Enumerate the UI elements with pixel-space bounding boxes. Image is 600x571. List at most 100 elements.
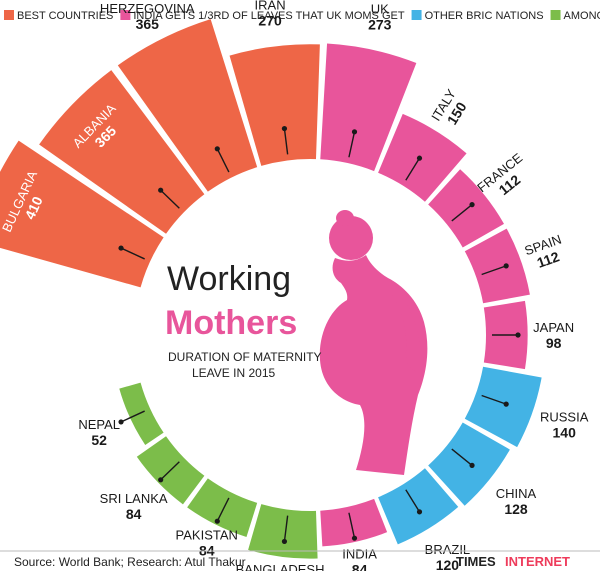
bar-tick-2 xyxy=(216,148,230,173)
bar-value-16: 52 xyxy=(91,432,107,448)
legend-swatch-2 xyxy=(411,10,422,20)
bar-tick-dot-12 xyxy=(351,535,358,541)
source-credit: Source: World Bank; Research: Atul Thaku… xyxy=(14,555,246,569)
bar-tick-dot-10 xyxy=(469,462,475,469)
legend-label-3: AMONG THE NEIGHBOURS xyxy=(564,10,600,22)
bar-tick-13 xyxy=(283,515,289,542)
bar-value-3: 270 xyxy=(258,13,282,29)
bar-tick-16 xyxy=(120,410,145,423)
bar-tick-dot-5 xyxy=(416,155,423,161)
bar-value-15: 84 xyxy=(126,506,142,522)
bar-tick-dot-9 xyxy=(503,401,509,407)
bar-0 xyxy=(0,140,164,288)
legend-swatch-3 xyxy=(550,10,561,20)
bar-name-2: HERZEGOVINA xyxy=(100,1,195,16)
chart-bars xyxy=(0,19,542,559)
bar-value-2: 365 xyxy=(136,16,160,32)
bar-name-9: RUSSIA xyxy=(540,410,589,425)
bar-tick-dot-16 xyxy=(118,419,124,425)
bar-10 xyxy=(428,422,510,506)
bar-tick-dot-15 xyxy=(158,477,164,483)
bar-name-15: SRI LANKA xyxy=(100,491,168,506)
bar-value-11: 120 xyxy=(436,557,460,571)
bar-tick-14 xyxy=(216,497,230,522)
bar-tick-1 xyxy=(160,189,180,209)
chart-title-line2: Mothers xyxy=(165,304,297,342)
bar-tick-6 xyxy=(451,204,473,222)
bar-tick-7 xyxy=(481,265,507,276)
bar-tick-15 xyxy=(160,461,180,481)
bar-name-10: CHINA xyxy=(496,486,537,501)
legend-label-2: OTHER BRIC NATIONS xyxy=(425,10,544,22)
chart-title-line1: Working xyxy=(167,260,291,298)
bar-tick-dot-13 xyxy=(281,538,288,545)
bar-tick-dot-11 xyxy=(416,509,423,515)
bar-name-4: UK xyxy=(371,2,389,17)
bar-tick-dot-3 xyxy=(281,125,288,132)
bar-tick-dot-14 xyxy=(214,518,220,524)
bar-9 xyxy=(464,366,542,448)
bar-value-14: 84 xyxy=(199,542,215,558)
bar-7 xyxy=(464,228,530,304)
bar-value-12: 84 xyxy=(352,561,368,571)
bar-name-3: IRAN xyxy=(255,0,286,13)
bar-tick-5 xyxy=(405,157,421,181)
bar-2 xyxy=(117,19,258,192)
bar-name-11: BRAZIL xyxy=(425,542,471,557)
bar-6 xyxy=(428,169,504,248)
bar-16 xyxy=(119,382,164,445)
bar-value-9: 140 xyxy=(553,425,577,441)
bar-tick-11 xyxy=(405,489,421,513)
bar-tick-9 xyxy=(481,394,507,405)
brand-logo-internet: INTERNET xyxy=(505,554,570,569)
bar-name-8: JAPAN xyxy=(533,320,574,335)
bar-tick-4 xyxy=(348,131,356,158)
bar-tick-dot-0 xyxy=(118,245,124,251)
bar-name-14: PAKISTAN xyxy=(176,527,238,542)
bar-tick-dot-1 xyxy=(158,187,164,193)
bar-name-13: BANGLADESH xyxy=(236,562,325,571)
bar-12 xyxy=(320,498,388,547)
brand-logo-times: TIMES xyxy=(456,554,496,569)
bar-value-7: 112 xyxy=(535,248,562,271)
bar-value-8: 98 xyxy=(546,335,562,351)
bar-value-10: 128 xyxy=(504,501,528,517)
chart-subtitle-line2: LEAVE IN 2015 xyxy=(192,366,275,380)
bar-tick-dot-4 xyxy=(351,129,358,135)
bar-3 xyxy=(229,44,320,166)
legend-swatch-0 xyxy=(4,10,14,20)
bar-tick-dot-6 xyxy=(469,201,475,208)
bar-label-13: BANGLADESH112 xyxy=(236,562,325,571)
legend-label-1: INDIA GETS 1/3RD OF LEAVES THAT UK MOMS … xyxy=(133,10,404,22)
bar-name-16: NEPAL xyxy=(78,417,120,432)
bar-14 xyxy=(187,478,258,537)
bar-value-4: 273 xyxy=(368,17,392,33)
legend: BEST COUNTRIES INDIA GETS 1/3RD OF LEAVES… xyxy=(4,10,600,22)
bar-4 xyxy=(320,43,417,172)
bar-tick-12 xyxy=(348,512,356,539)
chart-subtitle-line1: DURATION OF MATERNITY xyxy=(168,350,322,364)
bar-11 xyxy=(378,468,459,545)
bar-tick-dot-8 xyxy=(515,332,521,338)
bar-tick-3 xyxy=(283,128,289,155)
legend-swatch-1 xyxy=(120,10,131,20)
mother-silhouette-icon xyxy=(319,210,428,475)
bar-5 xyxy=(378,113,467,202)
legend-label-0: BEST COUNTRIES xyxy=(17,10,113,22)
bar-tick-10 xyxy=(451,448,473,466)
bar-tick-dot-2 xyxy=(214,146,220,152)
